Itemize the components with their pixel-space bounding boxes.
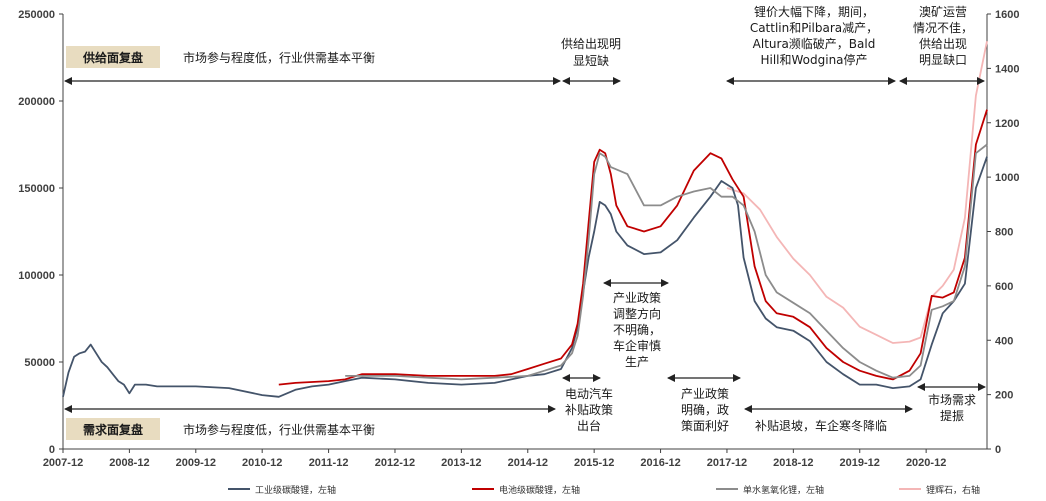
x-tick-label: 2015-12 [574, 457, 614, 469]
y-left-tick-label: 0 [49, 444, 55, 456]
demand-text-4c: 策面利好 [681, 419, 729, 433]
x-tick-label: 2014-12 [508, 457, 548, 469]
y-right-tick-label: 600 [995, 281, 1013, 293]
demand-text-3b: 调整方向 [613, 306, 661, 321]
demand-text-1: 市场参与程度低，行业供需基本平衡 [183, 422, 375, 437]
demand-text-2c: 出台 [577, 418, 601, 433]
y-left-tick-label: 100000 [18, 270, 55, 282]
legend: 工业级碳酸锂，左轴 电池级碳酸锂，左轴 单水氢氧化锂，左轴 锂辉石，右轴 [228, 484, 980, 496]
supply-text-2b: 显短缺 [573, 53, 609, 68]
x-tick-label: 2019-12 [840, 457, 880, 469]
demand-tag: 需求面复盘 [83, 422, 143, 437]
x-tick-label: 2017-12 [707, 457, 747, 469]
x-axis-ticks: 2007-12 2008-12 2009-12 2010-12 2011-12 2012-… [43, 449, 946, 469]
legend-label: 单水氢氧化锂，左轴 [743, 484, 824, 496]
series-line-3 [345, 143, 988, 381]
demand-text-3d: 车企审慎 [613, 338, 661, 353]
x-tick-label: 2009-12 [176, 457, 216, 469]
x-tick-label: 2016-12 [640, 457, 680, 469]
y-right-tick-label: 1400 [995, 63, 1019, 75]
x-tick-label: 2012-12 [375, 457, 415, 469]
demand-text-2b: 补贴政策 [565, 403, 613, 417]
supply-text-3c: Altura濒临破产，Bald [753, 36, 876, 51]
y-right-tick-label: 1000 [995, 172, 1019, 184]
series-layer [62, 41, 988, 398]
supply-tag-box [66, 46, 160, 68]
y-right-tick-label: 200 [995, 390, 1013, 402]
demand-text-4a: 产业政策 [681, 387, 729, 401]
supply-text-4d: 明显缺口 [919, 52, 967, 67]
series-line-1 [62, 156, 988, 398]
x-tick-label: 2010-12 [242, 457, 282, 469]
series-line-4 [726, 41, 988, 344]
demand-text-6a: 市场需求 [928, 392, 976, 407]
y-axis-left-ticks: 0 50000 100000 150000 200000 250000 [18, 9, 63, 456]
demand-text-3e: 生产 [625, 355, 649, 369]
legend-label: 工业级碳酸锂，左轴 [255, 484, 336, 496]
x-tick-label: 2007-12 [43, 457, 83, 469]
y-left-tick-label: 50000 [24, 357, 55, 369]
y-right-tick-label: 1600 [995, 9, 1019, 21]
y-left-tick-label: 200000 [18, 96, 55, 108]
demand-text-5: 补贴退坡，车企寒冬降临 [755, 418, 887, 433]
demand-text-2a: 电动汽车 [565, 386, 613, 401]
y-left-tick-label: 150000 [18, 183, 55, 195]
x-tick-label: 2013-12 [441, 457, 481, 469]
series-line-2 [278, 109, 988, 386]
demand-tag-box [66, 418, 160, 440]
x-tick-label: 2011-12 [309, 457, 349, 469]
supply-text-4a: 澳矿运营 [919, 5, 967, 19]
supply-text-3b: Cattlin和Pilbara减产， [750, 21, 878, 35]
supply-text-3d: Hill和Wodgina停产 [760, 52, 867, 67]
x-tick-label: 2008-12 [109, 457, 149, 469]
x-tick-label: 2020-12 [906, 457, 946, 469]
demand-text-4b: 明确，政 [681, 403, 729, 417]
supply-text-4b: 情况不佳， [913, 21, 973, 35]
y-right-tick-label: 0 [995, 444, 1001, 456]
legend-label: 锂辉石，右轴 [926, 484, 980, 496]
demand-text-3a: 产业政策 [613, 291, 661, 305]
y-right-tick-label: 1200 [995, 118, 1019, 130]
supply-text-1: 市场参与程度低，行业供需基本平衡 [183, 50, 375, 65]
supply-text-2a: 供给出现明 [561, 37, 621, 51]
demand-text-6b: 提振 [940, 408, 964, 423]
supply-text-4c: 供给出现 [919, 37, 967, 51]
x-tick-label: 2018-12 [773, 457, 813, 469]
legend-label: 电池级碳酸锂，左轴 [499, 484, 580, 496]
supply-tag: 供给面复盘 [82, 50, 143, 65]
supply-text-3a: 锂价大幅下降，期间， [754, 4, 874, 19]
y-axis-right-ticks: 0 200 400 600 800 1000 1200 1400 1600 [987, 9, 1019, 456]
y-right-tick-label: 800 [995, 227, 1013, 239]
demand-text-3c: 不明确， [613, 323, 661, 337]
y-right-tick-label: 400 [995, 335, 1013, 347]
y-left-tick-label: 250000 [18, 9, 55, 21]
